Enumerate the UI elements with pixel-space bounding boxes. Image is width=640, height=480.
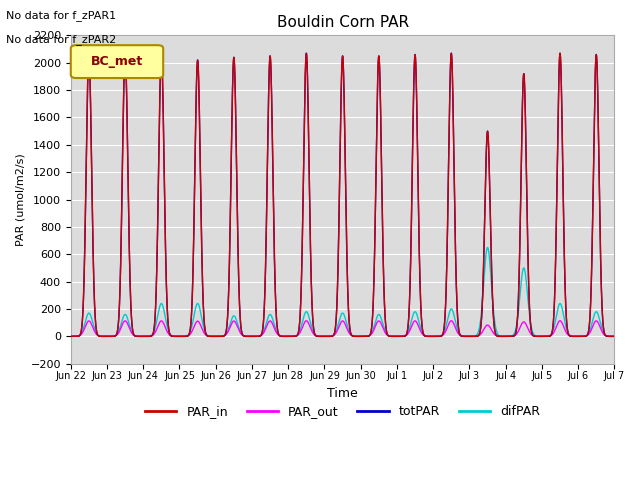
PAR_out bbox=[414, 322, 422, 327]
totPAR bbox=[95, 333, 103, 339]
PAR_in bbox=[414, 164, 422, 169]
totPAR bbox=[504, 334, 511, 339]
difPAR bbox=[67, 334, 75, 339]
difPAR bbox=[95, 333, 103, 339]
PAR_in bbox=[490, 322, 498, 328]
PAR_in bbox=[511, 332, 519, 337]
totPAR bbox=[490, 322, 498, 328]
PAR_out bbox=[95, 333, 103, 339]
totPAR bbox=[67, 334, 75, 339]
Line: totPAR: totPAR bbox=[71, 53, 614, 336]
difPAR bbox=[490, 314, 498, 320]
totPAR bbox=[511, 332, 519, 337]
totPAR bbox=[414, 164, 422, 169]
difPAR bbox=[484, 244, 492, 250]
Y-axis label: PAR (umol/m2/s): PAR (umol/m2/s) bbox=[15, 153, 25, 246]
PAR_in bbox=[67, 334, 75, 339]
PAR_out bbox=[67, 334, 75, 339]
totPAR bbox=[556, 50, 564, 56]
totPAR bbox=[476, 331, 483, 337]
PAR_in bbox=[476, 331, 483, 337]
difPAR bbox=[476, 325, 483, 331]
PAR_out bbox=[490, 331, 498, 337]
PAR_out bbox=[511, 333, 519, 338]
FancyBboxPatch shape bbox=[71, 45, 163, 78]
Text: No data for f_zPAR2: No data for f_zPAR2 bbox=[6, 34, 116, 45]
PAR_in bbox=[611, 334, 618, 339]
Line: PAR_in: PAR_in bbox=[71, 53, 614, 336]
Line: difPAR: difPAR bbox=[71, 247, 614, 336]
PAR_in bbox=[504, 334, 511, 339]
difPAR bbox=[511, 329, 519, 335]
Line: PAR_out: PAR_out bbox=[71, 321, 614, 336]
PAR_out bbox=[556, 318, 564, 324]
PAR_out bbox=[476, 333, 483, 338]
Text: No data for f_zPAR1: No data for f_zPAR1 bbox=[6, 10, 116, 21]
Text: BC_met: BC_met bbox=[91, 55, 143, 68]
Legend: PAR_in, PAR_out, totPAR, difPAR: PAR_in, PAR_out, totPAR, difPAR bbox=[140, 400, 545, 423]
difPAR bbox=[414, 314, 422, 320]
Title: Bouldin Corn PAR: Bouldin Corn PAR bbox=[276, 15, 408, 30]
totPAR bbox=[611, 334, 618, 339]
difPAR bbox=[504, 334, 511, 339]
difPAR bbox=[611, 334, 618, 339]
X-axis label: Time: Time bbox=[327, 387, 358, 400]
PAR_out bbox=[611, 334, 618, 339]
PAR_in bbox=[556, 50, 564, 56]
PAR_in bbox=[95, 333, 103, 339]
PAR_out bbox=[504, 334, 511, 339]
